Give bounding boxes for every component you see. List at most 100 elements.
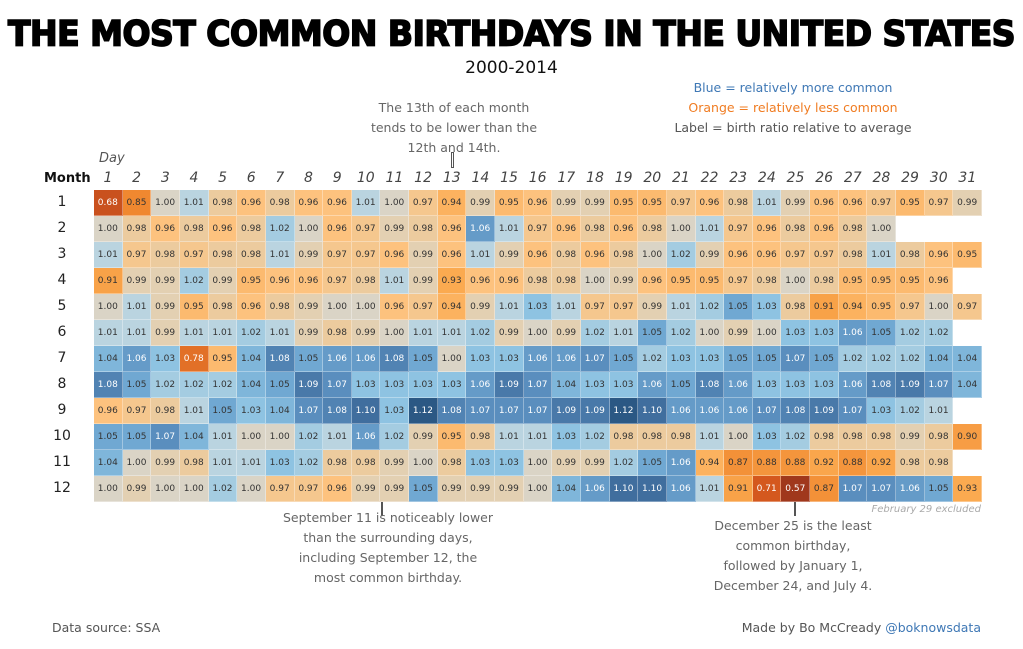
heatmap-cell: 1.04 [179,424,209,450]
heatmap-cell: 0.99 [609,268,639,294]
y-tick-label: 8 [57,376,67,392]
heatmap-cell: 0.98 [638,424,667,450]
x-tick-label: 7 [275,170,285,186]
legend-blue: Blue = relatively more common [693,80,893,95]
annotation-line: followed by January 1, [723,558,863,573]
heatmap-cell: 0.94 [838,294,868,320]
heatmap-cell: 1.00 [924,294,954,320]
heatmap-cell: 1.05 [638,320,667,346]
heatmap-cell: 0.91 [724,476,753,502]
x-tick-label: 29 [901,170,919,186]
heatmap-cell: 0.96 [810,216,839,242]
heatmap-cell: 0.98 [179,216,209,242]
heatmap-cell: 1.03 [867,398,897,424]
heatmap-cell: 0.97 [580,294,610,320]
heatmap-cell: 1.00 [638,242,667,268]
heatmap-cell: 1.05 [752,346,782,372]
heatmap-cell: 1.10 [638,398,667,424]
heatmap-cell: 0.95 [208,346,238,372]
heatmap-cell: 1.02 [924,320,954,346]
heatmap-cell: 0.99 [351,320,381,346]
heatmap-cell: 1.01 [695,216,725,242]
heatmap-cell: 1.05 [294,346,324,372]
heatmap-cell: 0.98 [151,398,180,424]
heatmap-cell: 0.96 [552,216,581,242]
heatmap-cell: 1.00 [122,450,152,476]
heatmap-cell: 1.05 [409,346,438,372]
heatmap-cell: 1.06 [666,398,696,424]
heatmap-cell: 1.01 [351,190,381,216]
heatmap-cell: 1.02 [781,424,811,450]
y-tick-label: 2 [57,220,67,236]
heatmap-cell: 0.95 [638,190,667,216]
heatmap-cell: 0.95 [437,424,467,450]
heatmap-cell: 0.98 [781,216,811,242]
heatmap-cell: 1.06 [351,346,381,372]
heatmap-cell: 1.05 [638,450,667,476]
heatmap-cell: 0.87 [810,476,839,502]
heatmap-cell: 0.95 [609,190,639,216]
heatmap-cell: 1.06 [523,346,553,372]
heatmap-cell: 0.99 [466,190,496,216]
heatmap-cell: 0.96 [151,216,180,242]
heatmap-cell: 1.03 [380,398,410,424]
heatmap-cell: 1.06 [695,398,725,424]
heatmap-cell: 0.96 [323,476,352,502]
heatmap-cell: 0.99 [495,242,524,268]
heatmap-cell: 1.03 [466,450,496,476]
heatmap-cell: 1.01 [924,398,954,424]
y-tick-label: 1 [57,194,67,210]
heatmap-cell: 1.07 [580,346,610,372]
heatmap-cell: 0.95 [179,294,209,320]
heatmap-cell: 0.98 [466,424,496,450]
heatmap-cell: 1.02 [896,398,925,424]
heatmap-cell: 1.03 [265,450,295,476]
x-tick-label: 26 [815,170,834,186]
heatmap-cell: 1.07 [781,346,811,372]
heatmap-cell: 1.02 [666,320,696,346]
x-tick-label: 14 [471,170,490,186]
heatmap-cell: 1.00 [265,424,295,450]
heatmap-cell: 1.01 [523,424,553,450]
heatmap-cell: 0.92 [867,450,897,476]
heatmap-cell: 1.05 [924,476,954,502]
heatmap-cell: 1.00 [151,476,180,502]
heatmap-cell: 1.00 [523,450,553,476]
x-tick-label: 2 [132,170,142,186]
heatmap-cell: 0.97 [924,190,954,216]
heatmap-cell: 0.98 [924,424,954,450]
heatmap-cell: 1.07 [294,398,324,424]
heatmap-cell: 0.98 [924,450,954,476]
heatmap-cell: 0.96 [580,242,610,268]
heatmap-cell: 1.01 [208,320,238,346]
heatmap-cell: 1.04 [924,346,954,372]
annotation-sept11: September 11 is noticeably lower than th… [268,508,508,588]
heatmap-cell: 0.98 [523,268,553,294]
heatmap-cell: 1.00 [294,216,324,242]
heatmap-cell: 0.99 [380,476,410,502]
heatmap-cell: 1.03 [810,320,839,346]
heatmap-cell: 0.99 [695,242,725,268]
heatmap-cell: 1.03 [552,424,581,450]
heatmap-cell: 0.99 [580,450,610,476]
heatmap-cell: 0.99 [351,476,381,502]
heatmap-cell: 0.99 [151,450,180,476]
heatmap-cell: 0.98 [810,424,839,450]
heatmap-cell: 1.07 [323,372,352,398]
annotation-line: tends to be lower than the [370,120,538,135]
x-tick-label: 18 [586,170,604,186]
heatmap-cell: 1.08 [695,372,725,398]
heatmap-cell: 1.01 [237,450,266,476]
heatmap-cell: 1.06 [122,346,152,372]
heatmap-cell: 0.98 [179,450,209,476]
heatmap-cell: 0.68 [94,190,123,216]
heatmap-cell: 1.02 [265,216,295,242]
credit-handle-link[interactable]: @boknowsdata [885,620,981,635]
heatmap-cell: 1.03 [151,346,180,372]
heatmap-cell: 1.02 [151,372,180,398]
y-tick-label: 5 [57,298,67,314]
x-tick-label: 21 [671,170,690,186]
heatmap-cell: 1.06 [838,372,868,398]
heatmap-cell: 1.05 [122,424,152,450]
x-tick-label: 23 [729,170,748,186]
